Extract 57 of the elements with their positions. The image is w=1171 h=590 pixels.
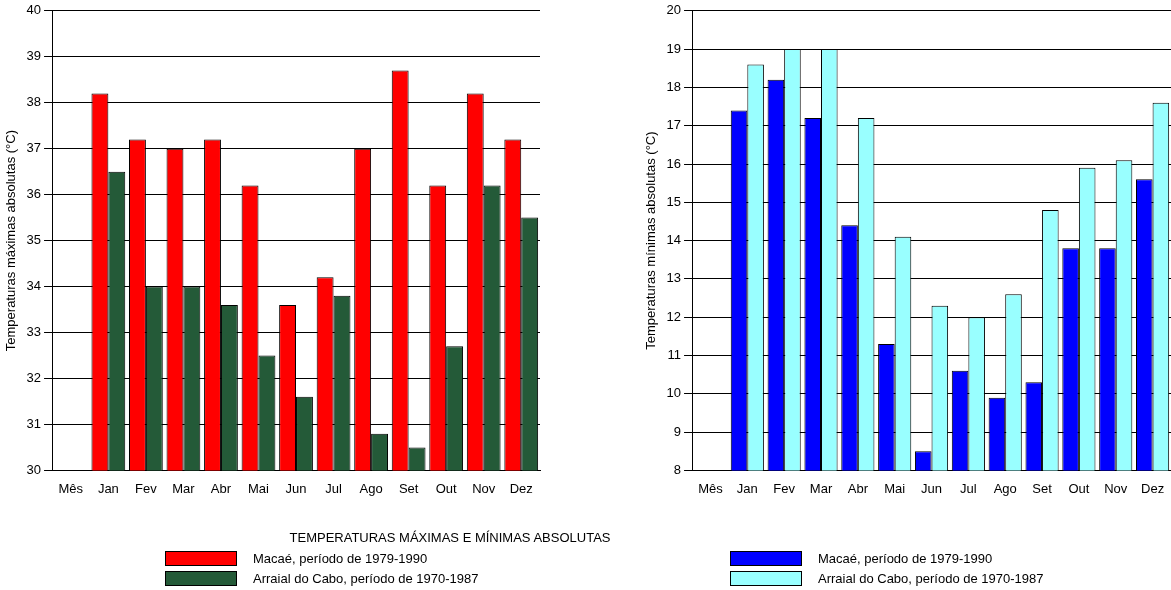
x-tick-label: Ago xyxy=(993,480,1017,496)
y-tick-label: 11 xyxy=(667,347,682,363)
y-tick-label: 15 xyxy=(666,193,682,209)
x-tick-label: Mês xyxy=(698,480,724,496)
y-tick-label: 33 xyxy=(26,324,42,340)
x-tick-label: Dez xyxy=(1141,480,1165,496)
y-tick-label: 39 xyxy=(26,48,42,64)
y-axis-title: Temperaturas mínimas absolutas (°C) xyxy=(643,131,659,350)
x-tick-label: Jan xyxy=(736,480,758,496)
y-tick-label: 17 xyxy=(666,117,682,133)
x-tick-label: Fev xyxy=(773,480,796,496)
y-tick-label: 12 xyxy=(666,308,682,324)
y-tick-label: 10 xyxy=(666,385,682,401)
y-tick-label: 36 xyxy=(26,186,42,202)
series-label: Macaé, período de 1979-1990 xyxy=(253,550,428,566)
y-tick-label: 30 xyxy=(26,461,42,477)
x-tick-label: Abr xyxy=(210,480,232,496)
x-tick-label: Nov xyxy=(472,480,496,496)
x-tick-label: Abr xyxy=(847,480,869,496)
x-tick-label: Mai xyxy=(884,480,906,496)
x-tick-label: Jan xyxy=(97,480,119,496)
x-tick-label: Jun xyxy=(921,480,943,496)
y-tick-label: 31 xyxy=(26,416,42,432)
y-tick-label: 34 xyxy=(26,278,42,294)
y-tick-label: 8 xyxy=(673,461,682,477)
x-tick-label: Fev xyxy=(135,480,158,496)
y-tick-label: 13 xyxy=(666,270,682,286)
y-tick-label: 40 xyxy=(26,2,42,18)
x-tick-label: Jul xyxy=(960,480,977,496)
x-tick-label: Mês xyxy=(58,480,84,496)
x-tick-label: Set xyxy=(1032,480,1053,496)
x-tick-label: Nov xyxy=(1104,480,1128,496)
x-tick-label: Mai xyxy=(248,480,270,496)
y-tick-label: 14 xyxy=(666,232,682,248)
y-tick-label: 35 xyxy=(26,232,42,248)
y-tick-label: 9 xyxy=(673,423,682,439)
y-tick-label: 20 xyxy=(666,2,682,18)
x-tick-label: Jun xyxy=(285,480,307,496)
x-tick-label: Set xyxy=(398,480,419,496)
series-label: Macaé, período de 1979-1990 xyxy=(818,550,993,566)
x-tick-label: Ago xyxy=(359,480,383,496)
text: TEMPERATURAS MÁXIMAS E MÍNIMAS ABSOLUTAS xyxy=(288,530,612,545)
series-label: Arraial do Cabo, período de 1970-1987 xyxy=(253,570,479,586)
y-tick-label: 16 xyxy=(666,155,682,171)
y-axis-title: Temperaturas máximas absolutas (°C) xyxy=(3,129,19,352)
y-tick-label: 38 xyxy=(26,94,42,110)
y-tick-label: 37 xyxy=(26,140,42,156)
y-tick-label: 32 xyxy=(26,370,42,386)
x-tick-label: Out xyxy=(435,480,458,496)
y-tick-label: 18 xyxy=(666,78,682,94)
x-tick-label: Dez xyxy=(509,480,533,496)
x-tick-label: Out xyxy=(1068,480,1090,496)
x-tick-label: Jul xyxy=(325,480,342,496)
x-tick-label: Mar xyxy=(172,480,196,496)
y-tick-label: 19 xyxy=(666,40,682,56)
series-label: Arraial do Cabo, período de 1970-1987 xyxy=(818,570,1044,586)
x-tick-label: Mar xyxy=(809,480,833,496)
